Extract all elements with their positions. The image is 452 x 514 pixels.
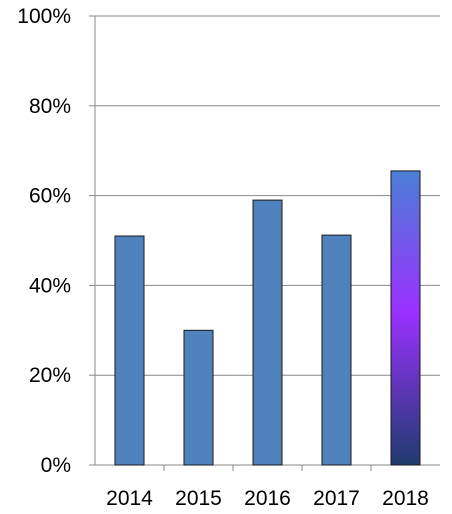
gridlines <box>95 15 440 376</box>
x-tick-label-2018: 2018 <box>382 487 429 510</box>
bar-2014 <box>114 235 145 466</box>
y-tick-label: 60% <box>29 185 71 208</box>
y-tick-label: 100% <box>17 5 71 28</box>
bar-2017 <box>321 234 352 466</box>
y-tick-label: 80% <box>29 95 71 118</box>
bars <box>114 170 421 466</box>
y-tick-label: 0% <box>41 454 71 477</box>
x-tick-label-2014: 2014 <box>106 487 153 510</box>
x-tick-label-2017: 2017 <box>313 487 360 510</box>
x-tick-label-2016: 2016 <box>244 487 291 510</box>
bar-2018 <box>390 170 421 466</box>
x-tick-label-2015: 2015 <box>175 487 222 510</box>
y-tick-label: 20% <box>29 364 71 387</box>
bar-2015 <box>183 329 214 466</box>
y-tick-label: 40% <box>29 274 71 297</box>
y-tick-labels: 0% 20% 40% 60% 80% 100% <box>17 5 71 477</box>
bar-2016 <box>252 199 283 466</box>
x-tick-labels: 2014 2015 2016 2017 2018 <box>106 487 429 510</box>
